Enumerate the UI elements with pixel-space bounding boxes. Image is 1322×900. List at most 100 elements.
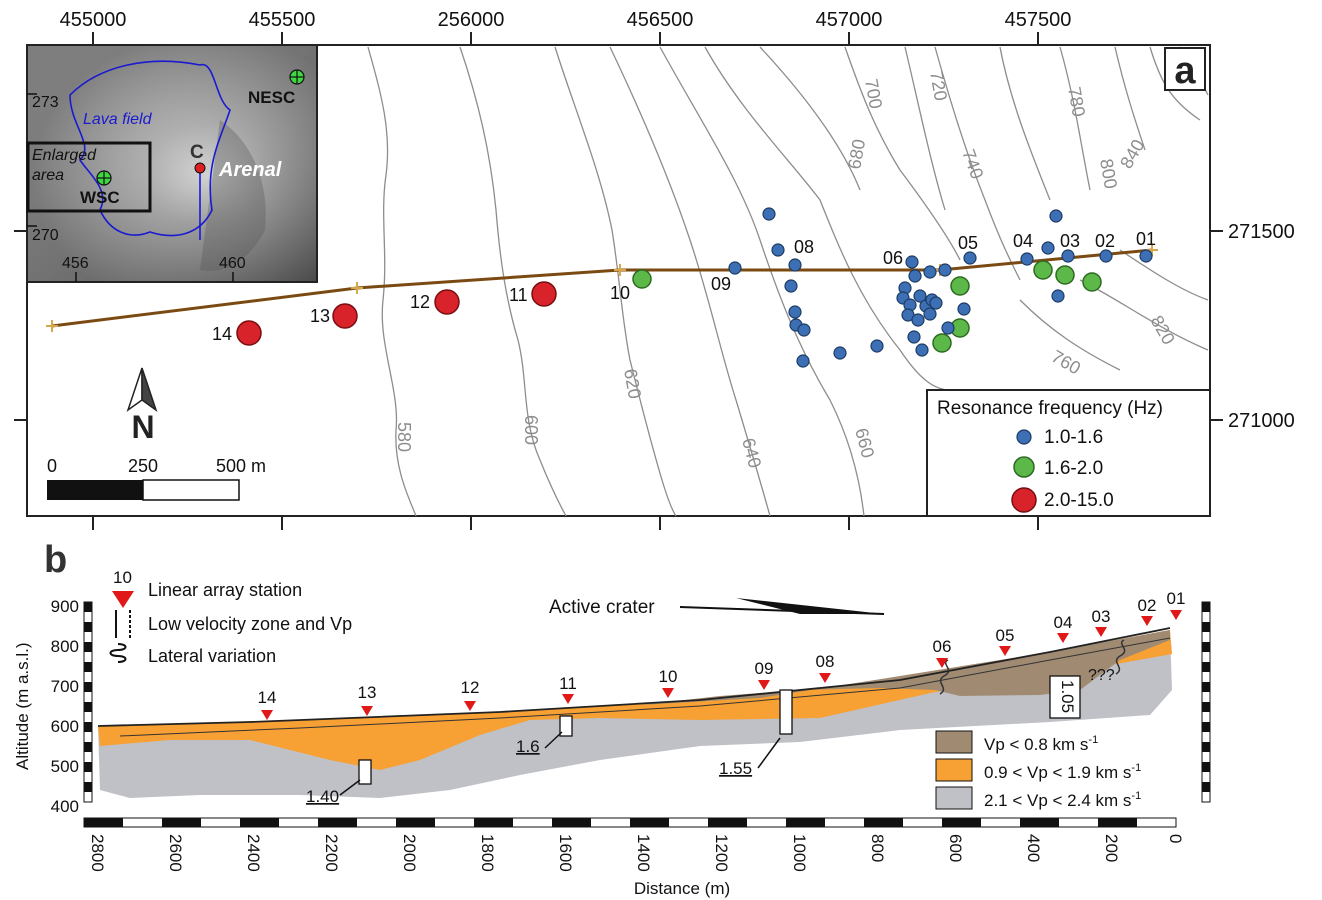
distance-tick: 1000 <box>790 834 809 872</box>
resonance-point-low <box>788 258 802 272</box>
resonance-point-low <box>1099 249 1113 263</box>
legend-swatch <box>1011 487 1037 513</box>
station-label: 04 <box>1013 231 1033 251</box>
station-label: 08 <box>794 237 814 257</box>
map-x-tick: 457500 <box>1005 9 1072 31</box>
inset-y-tick: 273 <box>32 94 59 111</box>
inset-nesc: NESC <box>248 88 295 107</box>
distance-tick: 2200 <box>322 834 341 872</box>
station-label: 14 <box>212 324 232 344</box>
lvz-icon <box>115 610 131 638</box>
station-number: 13 <box>358 683 377 702</box>
station-number: 12 <box>461 678 480 697</box>
resonance-point-low <box>938 263 952 277</box>
station-number: 08 <box>816 652 835 671</box>
station-marker <box>936 658 948 668</box>
map-x-tick: 455500 <box>249 9 316 31</box>
distance-tick: 400 <box>1024 834 1043 862</box>
altitude-axis-right <box>1201 601 1211 803</box>
inset-wsc: WSC <box>80 188 120 207</box>
legend-lvz: Low velocity zone and Vp <box>148 614 352 634</box>
distance-tick: 1200 <box>712 834 731 872</box>
distance-tick: 600 <box>946 834 965 862</box>
station-marker <box>361 706 373 716</box>
layer-boundary <box>119 637 1171 737</box>
altitude-tick: 400 <box>51 797 79 816</box>
map-y-tick: 271000 <box>1228 410 1295 432</box>
inset-x-tick: 456 <box>62 255 89 272</box>
north-label: N <box>131 409 154 445</box>
topography-line <box>97 627 1171 727</box>
lateral-variation-icon <box>939 659 950 695</box>
layer-mid-velocity <box>98 630 1172 770</box>
resonance-point-high <box>434 289 460 315</box>
distance-tick: 2800 <box>88 834 107 872</box>
resonance-point-low <box>771 243 785 257</box>
crater-icon <box>194 162 206 174</box>
altitude-tick: 700 <box>51 677 79 696</box>
legend-station: Linear array station <box>148 580 302 600</box>
distance-tick: 0 <box>1166 834 1185 843</box>
panel-a-label: a <box>1174 50 1196 92</box>
legend-swatch <box>935 758 973 782</box>
resonance-point-low <box>784 279 798 293</box>
legend-swatch <box>1016 429 1032 445</box>
legend-label: 1.0-1.6 <box>1044 427 1103 448</box>
panel-b: b 10 Linear array station Low velocity z… <box>13 539 1211 898</box>
station-label: 10 <box>610 283 630 303</box>
resonance-point-low <box>915 343 929 357</box>
resonance-point-high <box>236 320 262 346</box>
station-label: 06 <box>883 248 903 268</box>
distance-tick: 200 <box>1102 834 1121 862</box>
distance-title: Distance (m) <box>634 879 730 898</box>
resonance-legend: Resonance frequency (Hz) 1.0-1.6 1.6-2.0… <box>926 389 1211 517</box>
resonance-point-mid <box>1082 272 1102 292</box>
legend-label: Vp < 0.8 km s-1 <box>984 734 1098 754</box>
layer-low-velocity <box>640 630 1170 705</box>
uncertain-mark: ??? <box>1088 667 1115 684</box>
legend-label: 2.0-15.0 <box>1044 490 1114 511</box>
resonance-point-low <box>929 296 943 310</box>
station-number: 11 <box>559 674 577 693</box>
resonance-point-low <box>788 305 802 319</box>
distance-tick: 1400 <box>634 834 653 872</box>
legend-swatch <box>935 786 973 810</box>
altitude-tick: 600 <box>51 717 79 736</box>
distance-tick: 1600 <box>556 834 575 872</box>
station-marker <box>1141 616 1153 626</box>
station-marker <box>662 688 674 698</box>
inset-y-tick: 270 <box>32 227 59 244</box>
station-label: 01 <box>1136 229 1156 249</box>
resonance-point-low <box>1041 241 1055 255</box>
resonance-point-low <box>941 321 955 335</box>
panel-a: 455000 455500 256000 456500 457000 45750… <box>14 9 1295 530</box>
inset-area: area <box>32 167 64 184</box>
crater-arrow-icon <box>736 598 884 614</box>
resonance-point-mid <box>1055 265 1075 285</box>
altitude-title: Altitude (m a.s.l.) <box>13 642 32 770</box>
station-marker <box>1057 633 1069 643</box>
north-arrow-icon <box>126 367 158 412</box>
resonance-point-low <box>796 354 810 368</box>
lvz-value: 1.55 <box>719 759 752 778</box>
station-number: 04 <box>1054 613 1073 632</box>
resonance-point-low <box>963 251 977 265</box>
station-marker <box>758 680 770 690</box>
inset-x-tick: 460 <box>219 255 246 272</box>
resonance-point-low <box>907 330 921 344</box>
station-label: 03 <box>1060 231 1080 251</box>
station-number: 10 <box>659 667 678 686</box>
station-number: 06 <box>933 637 952 656</box>
legend-swatch <box>1013 456 1035 478</box>
contour-label: 580 <box>394 422 414 452</box>
station-marker <box>562 694 574 704</box>
altitude-tick: 800 <box>51 637 79 656</box>
distance-tick: 800 <box>868 834 887 862</box>
scale-bar: 0 250 500 m <box>47 456 266 501</box>
panel-b-label: b <box>44 539 67 581</box>
map-x-tick: 256000 <box>438 9 505 31</box>
station-label: 11 <box>509 285 528 305</box>
resonance-point-low <box>762 207 776 221</box>
map-x-tick: 456500 <box>627 9 694 31</box>
lateral-variation-icon <box>109 643 127 663</box>
